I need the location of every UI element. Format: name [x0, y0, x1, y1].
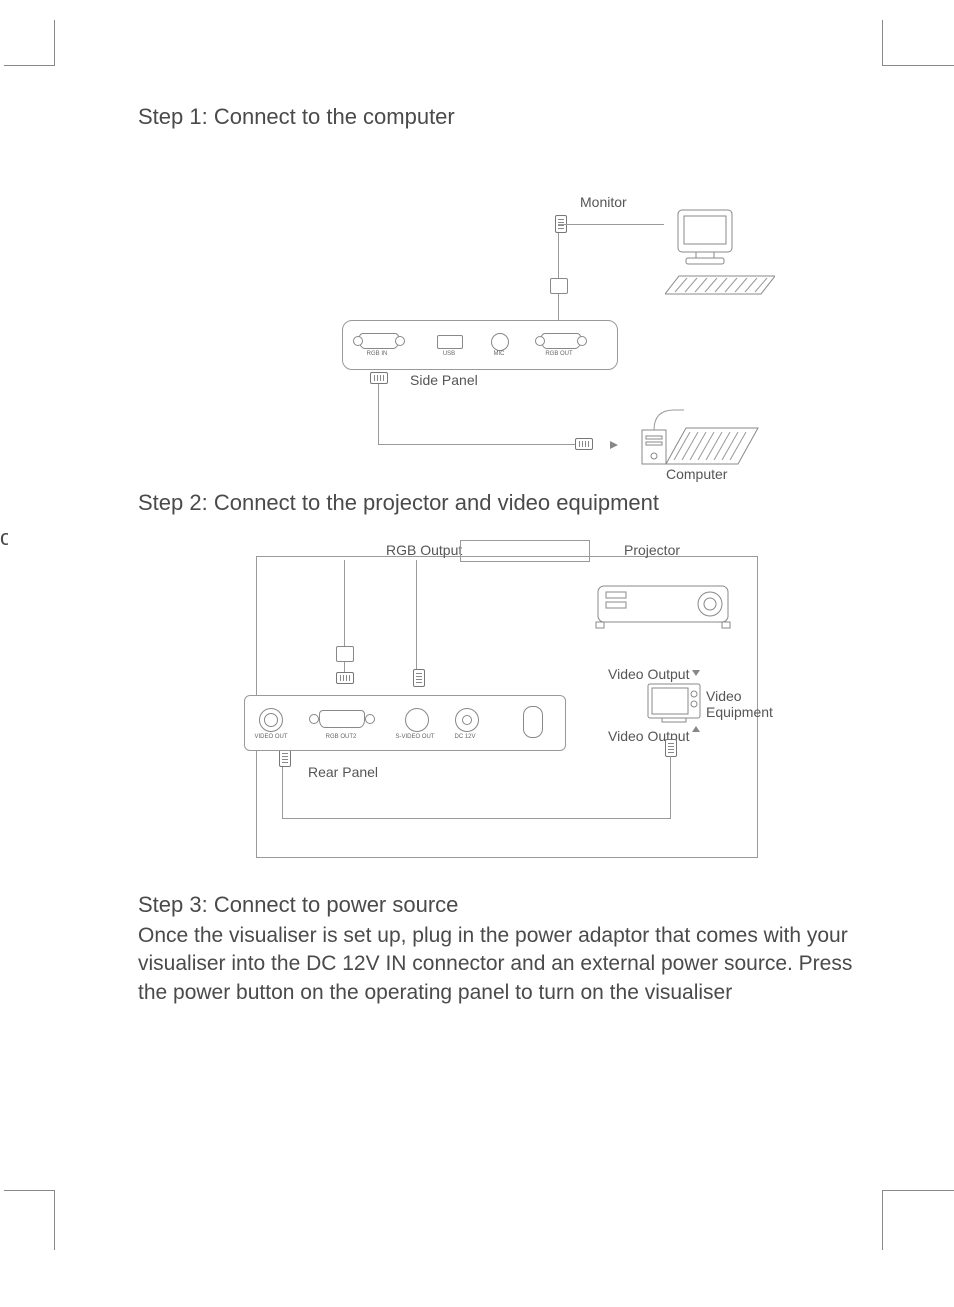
- connector-plug-icon: [336, 672, 354, 684]
- crop-mark: [54, 20, 55, 66]
- ferrite-bead-icon: [336, 646, 354, 662]
- crop-mark: [882, 1190, 883, 1250]
- video-out-port-inner-icon: [264, 713, 278, 727]
- arrow-up-icon: [692, 726, 700, 732]
- rgb-output-label: RGB Output: [386, 542, 462, 558]
- usb-port-icon: [437, 335, 463, 349]
- svideo-port-icon: [405, 708, 429, 732]
- cable-line: [378, 444, 582, 445]
- label-box-icon: [460, 540, 590, 562]
- cable-line: [558, 224, 664, 225]
- port-label: RGB OUT: [539, 351, 579, 357]
- connector-plug-icon: [370, 372, 388, 384]
- port-screw-icon: [395, 336, 405, 346]
- video-output-label-2: Video Output: [608, 728, 689, 744]
- crop-mark: [883, 1190, 954, 1191]
- step3-body: Once the visualiser is set up, plug in t…: [138, 922, 858, 1007]
- port-screw-icon: [309, 714, 319, 724]
- crt-monitor-icon: [670, 208, 740, 275]
- computer-tower-icon: [640, 396, 760, 473]
- mic-port-icon: [491, 333, 509, 351]
- port-label: MIC: [479, 351, 519, 357]
- port-label: USB: [429, 351, 469, 357]
- projector-label: Projector: [624, 542, 680, 558]
- cable-line: [416, 560, 417, 676]
- port-screw-icon: [353, 336, 363, 346]
- crop-mark: [4, 1190, 54, 1191]
- connector-plug-icon: [665, 739, 677, 757]
- port-screw-icon: [365, 714, 375, 724]
- cable-line: [670, 756, 671, 818]
- arrow-right-icon: [610, 441, 618, 449]
- step1-heading: Step 1: Connect to the computer: [138, 104, 455, 130]
- port-label: RGB IN: [357, 351, 397, 357]
- step2-heading: Step 2: Connect to the projector and vid…: [138, 490, 659, 516]
- rear-panel-label: Rear Panel: [308, 764, 378, 780]
- diagram-step2: RGB Output Projector: [226, 530, 786, 870]
- projector-icon: [594, 572, 744, 637]
- crop-mark: [883, 65, 954, 66]
- crop-mark: [882, 20, 883, 66]
- arrow-down-icon: [692, 670, 700, 676]
- port-label: DC 12V: [445, 734, 485, 740]
- cable-line: [558, 224, 559, 320]
- scan-edge-char: o: [0, 525, 8, 551]
- video-output-label-1: Video Output: [608, 666, 689, 682]
- power-switch-icon: [523, 706, 543, 738]
- port-label: RGB OUT2: [321, 734, 361, 740]
- crop-mark: [54, 1190, 55, 1250]
- connector-plug-icon: [279, 749, 291, 767]
- rgb-out2-port-icon: [319, 710, 365, 728]
- keyboard-icon: [665, 274, 775, 307]
- port-screw-icon: [577, 336, 587, 346]
- diagram-step1: Monitor: [300, 180, 800, 485]
- video-equipment-label: Video Equipment: [706, 688, 786, 720]
- port-label: S-VIDEO OUT: [395, 734, 435, 740]
- rgb-in-port-icon: [359, 333, 399, 349]
- cable-line: [282, 818, 671, 819]
- ferrite-bead-icon: [550, 278, 568, 294]
- connector-plug-icon: [575, 438, 593, 450]
- crop-mark: [4, 65, 54, 66]
- monitor-label: Monitor: [580, 194, 627, 210]
- step3-heading: Step 3: Connect to power source: [138, 892, 458, 918]
- tv-icon: [646, 678, 702, 729]
- page: o Step 1: Connect to the computer Monito…: [0, 0, 954, 1307]
- rgb-out-port-icon: [541, 333, 581, 349]
- side-panel-label: Side Panel: [410, 372, 478, 388]
- connector-plug-icon: [413, 669, 425, 687]
- rear-panel-box: VIDEO OUT RGB OUT2 S-VIDEO OUT DC 12V: [244, 695, 566, 751]
- port-label: VIDEO OUT: [251, 734, 291, 740]
- cable-line: [378, 384, 379, 444]
- dc-port-inner-icon: [462, 715, 472, 725]
- computer-label: Computer: [666, 466, 727, 482]
- port-screw-icon: [535, 336, 545, 346]
- side-panel-box: RGB IN USB MIC RGB OUT: [342, 320, 618, 370]
